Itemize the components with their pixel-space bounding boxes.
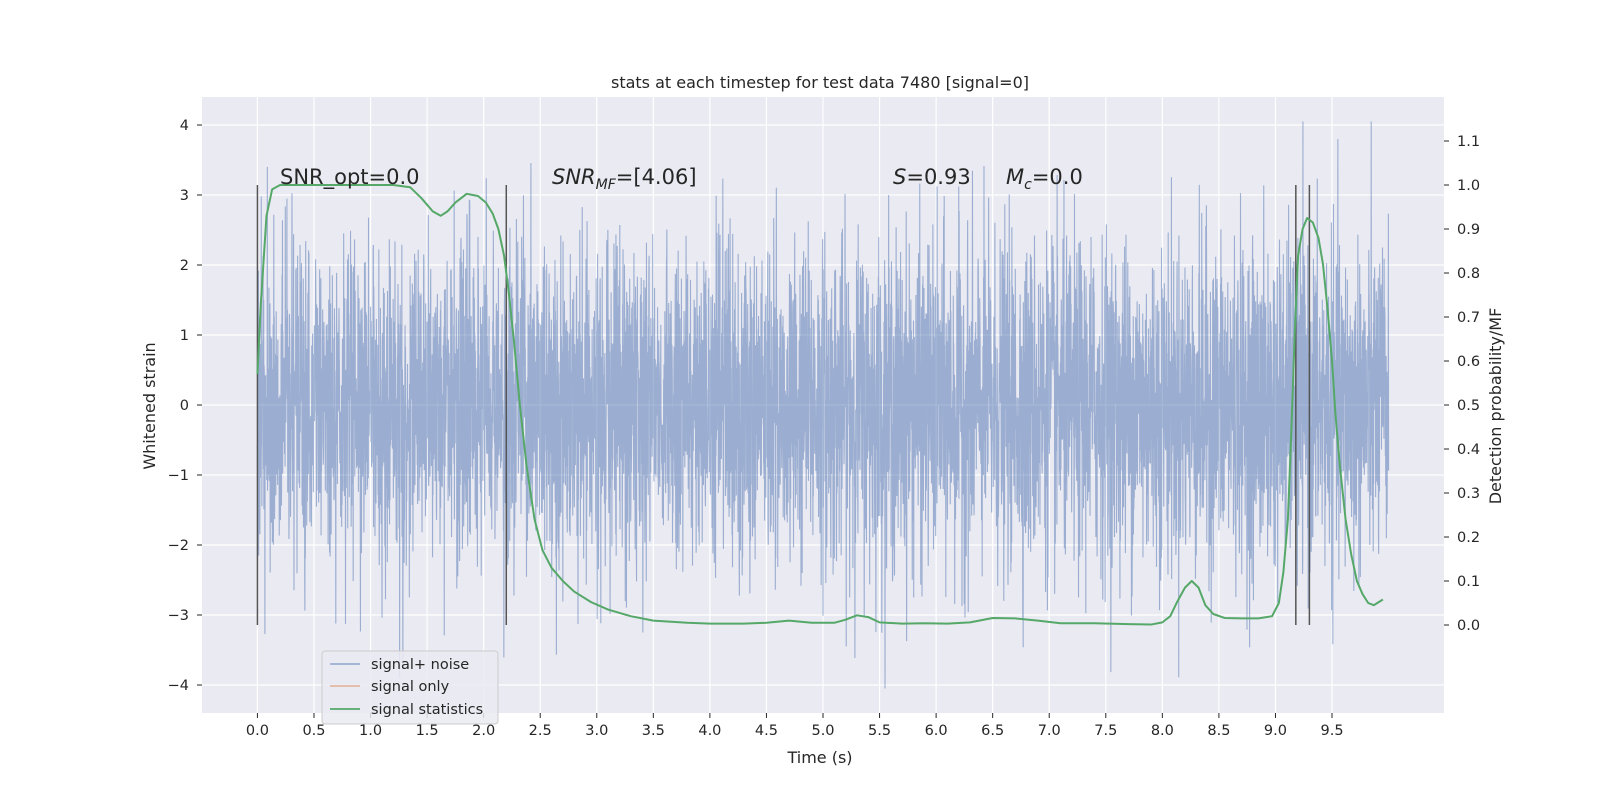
y-tick-label: 3 — [180, 188, 189, 204]
x-tick-label: 4.5 — [755, 723, 778, 739]
y-tick-label: −1 — [168, 468, 189, 484]
x-tick-label: 2.5 — [529, 723, 552, 739]
annotation-mc: Mc=0.0 — [1006, 165, 1083, 193]
y-tick-label: 0 — [180, 398, 189, 414]
s-value: =0.93 — [906, 165, 970, 189]
mc-subscript: c — [1024, 177, 1032, 193]
y2-tick-label: 0.2 — [1457, 530, 1480, 546]
x-tick-label: 8.0 — [1151, 723, 1174, 739]
y2-tick-label: 0.5 — [1457, 398, 1480, 414]
y2-tick-label: 0.6 — [1457, 354, 1480, 370]
x-tick-label: 3.5 — [642, 723, 665, 739]
x-tick-label: 6.5 — [981, 723, 1004, 739]
y-tick-label: −4 — [168, 678, 189, 694]
snr-mf-symbol: SNR — [552, 165, 596, 189]
legend: signal+ noise signal only signal statist… — [321, 650, 499, 725]
s-symbol: S — [893, 165, 906, 189]
y2-tick-label: 0.7 — [1457, 310, 1480, 326]
x-tick-label: 0.5 — [302, 723, 325, 739]
snr-mf-subscript: MF — [596, 177, 617, 193]
y-tick-label: 1 — [180, 328, 189, 344]
y2-tick-label: 0.8 — [1457, 266, 1480, 282]
y2-tick-label: 0.9 — [1457, 222, 1480, 238]
legend-frame — [321, 650, 499, 725]
annotation-s: S=0.93 — [893, 165, 971, 189]
y2-tick-label: 0.3 — [1457, 486, 1480, 502]
x-tick-label: 6.0 — [925, 723, 948, 739]
tick-labels: 0.0 0.5 1.0 1.5 2.0 2.5 3.0 3.5 4.0 4.5 5.0 5.5 6.0 6… — [168, 118, 1480, 739]
x-axis-label: Time (s) — [786, 748, 852, 767]
x-tick-label: 1.0 — [359, 723, 382, 739]
vertical-markers — [256, 185, 1311, 625]
y-tick-label: 4 — [180, 118, 189, 134]
chart-title: stats at each timestep for test data 748… — [611, 73, 1029, 92]
x-tick-label: 3.0 — [585, 723, 608, 739]
snr-mf-value: =[4.06] — [616, 165, 697, 189]
y2-tick-label: 1.0 — [1457, 178, 1480, 194]
signal-statistics-line — [256, 184, 1384, 626]
mc-value: =0.0 — [1032, 165, 1083, 189]
x-tick-label: 4.0 — [698, 723, 721, 739]
x-tick-label: 1.5 — [416, 723, 439, 739]
x-tick-label: 5.5 — [868, 723, 891, 739]
annotation-snr-mf: SNRMF=[4.06] — [552, 165, 697, 193]
y-tick-label: −2 — [168, 538, 189, 554]
y-tick-label: −3 — [168, 608, 189, 624]
y-axis-label: Whitened strain — [140, 342, 159, 469]
x-tick-label: 9.0 — [1264, 723, 1287, 739]
legend-label-signal-statistics: signal statistics — [371, 702, 483, 718]
x-tick-label: 8.5 — [1207, 723, 1230, 739]
legend-label-signal-noise: signal+ noise — [371, 657, 469, 673]
signal-statistics-series — [256, 184, 1384, 626]
y2-tick-label: 0.0 — [1457, 618, 1480, 634]
x-tick-label: 7.0 — [1038, 723, 1061, 739]
y2-tick-label: 0.1 — [1457, 574, 1480, 590]
x-tick-label: 5.0 — [811, 723, 834, 739]
annotation-snr-opt: SNR_opt=0.0 — [280, 165, 420, 190]
x-tick-label: 0.0 — [246, 723, 269, 739]
legend-label-signal-only: signal only — [371, 679, 450, 695]
y2-tick-label: 0.4 — [1457, 442, 1480, 458]
signal-noise-line — [256, 121, 1390, 689]
mc-symbol: M — [1006, 165, 1024, 189]
x-tick-label: 9.5 — [1320, 723, 1343, 739]
y2-axis-label: Detection probability/MF — [1486, 308, 1505, 505]
y2-tick-label: 1.1 — [1457, 134, 1480, 150]
x-tick-label: 2.0 — [472, 723, 495, 739]
y-tick-label: 2 — [180, 258, 189, 274]
signal-noise-series — [256, 121, 1390, 689]
x-tick-label: 7.5 — [1094, 723, 1117, 739]
